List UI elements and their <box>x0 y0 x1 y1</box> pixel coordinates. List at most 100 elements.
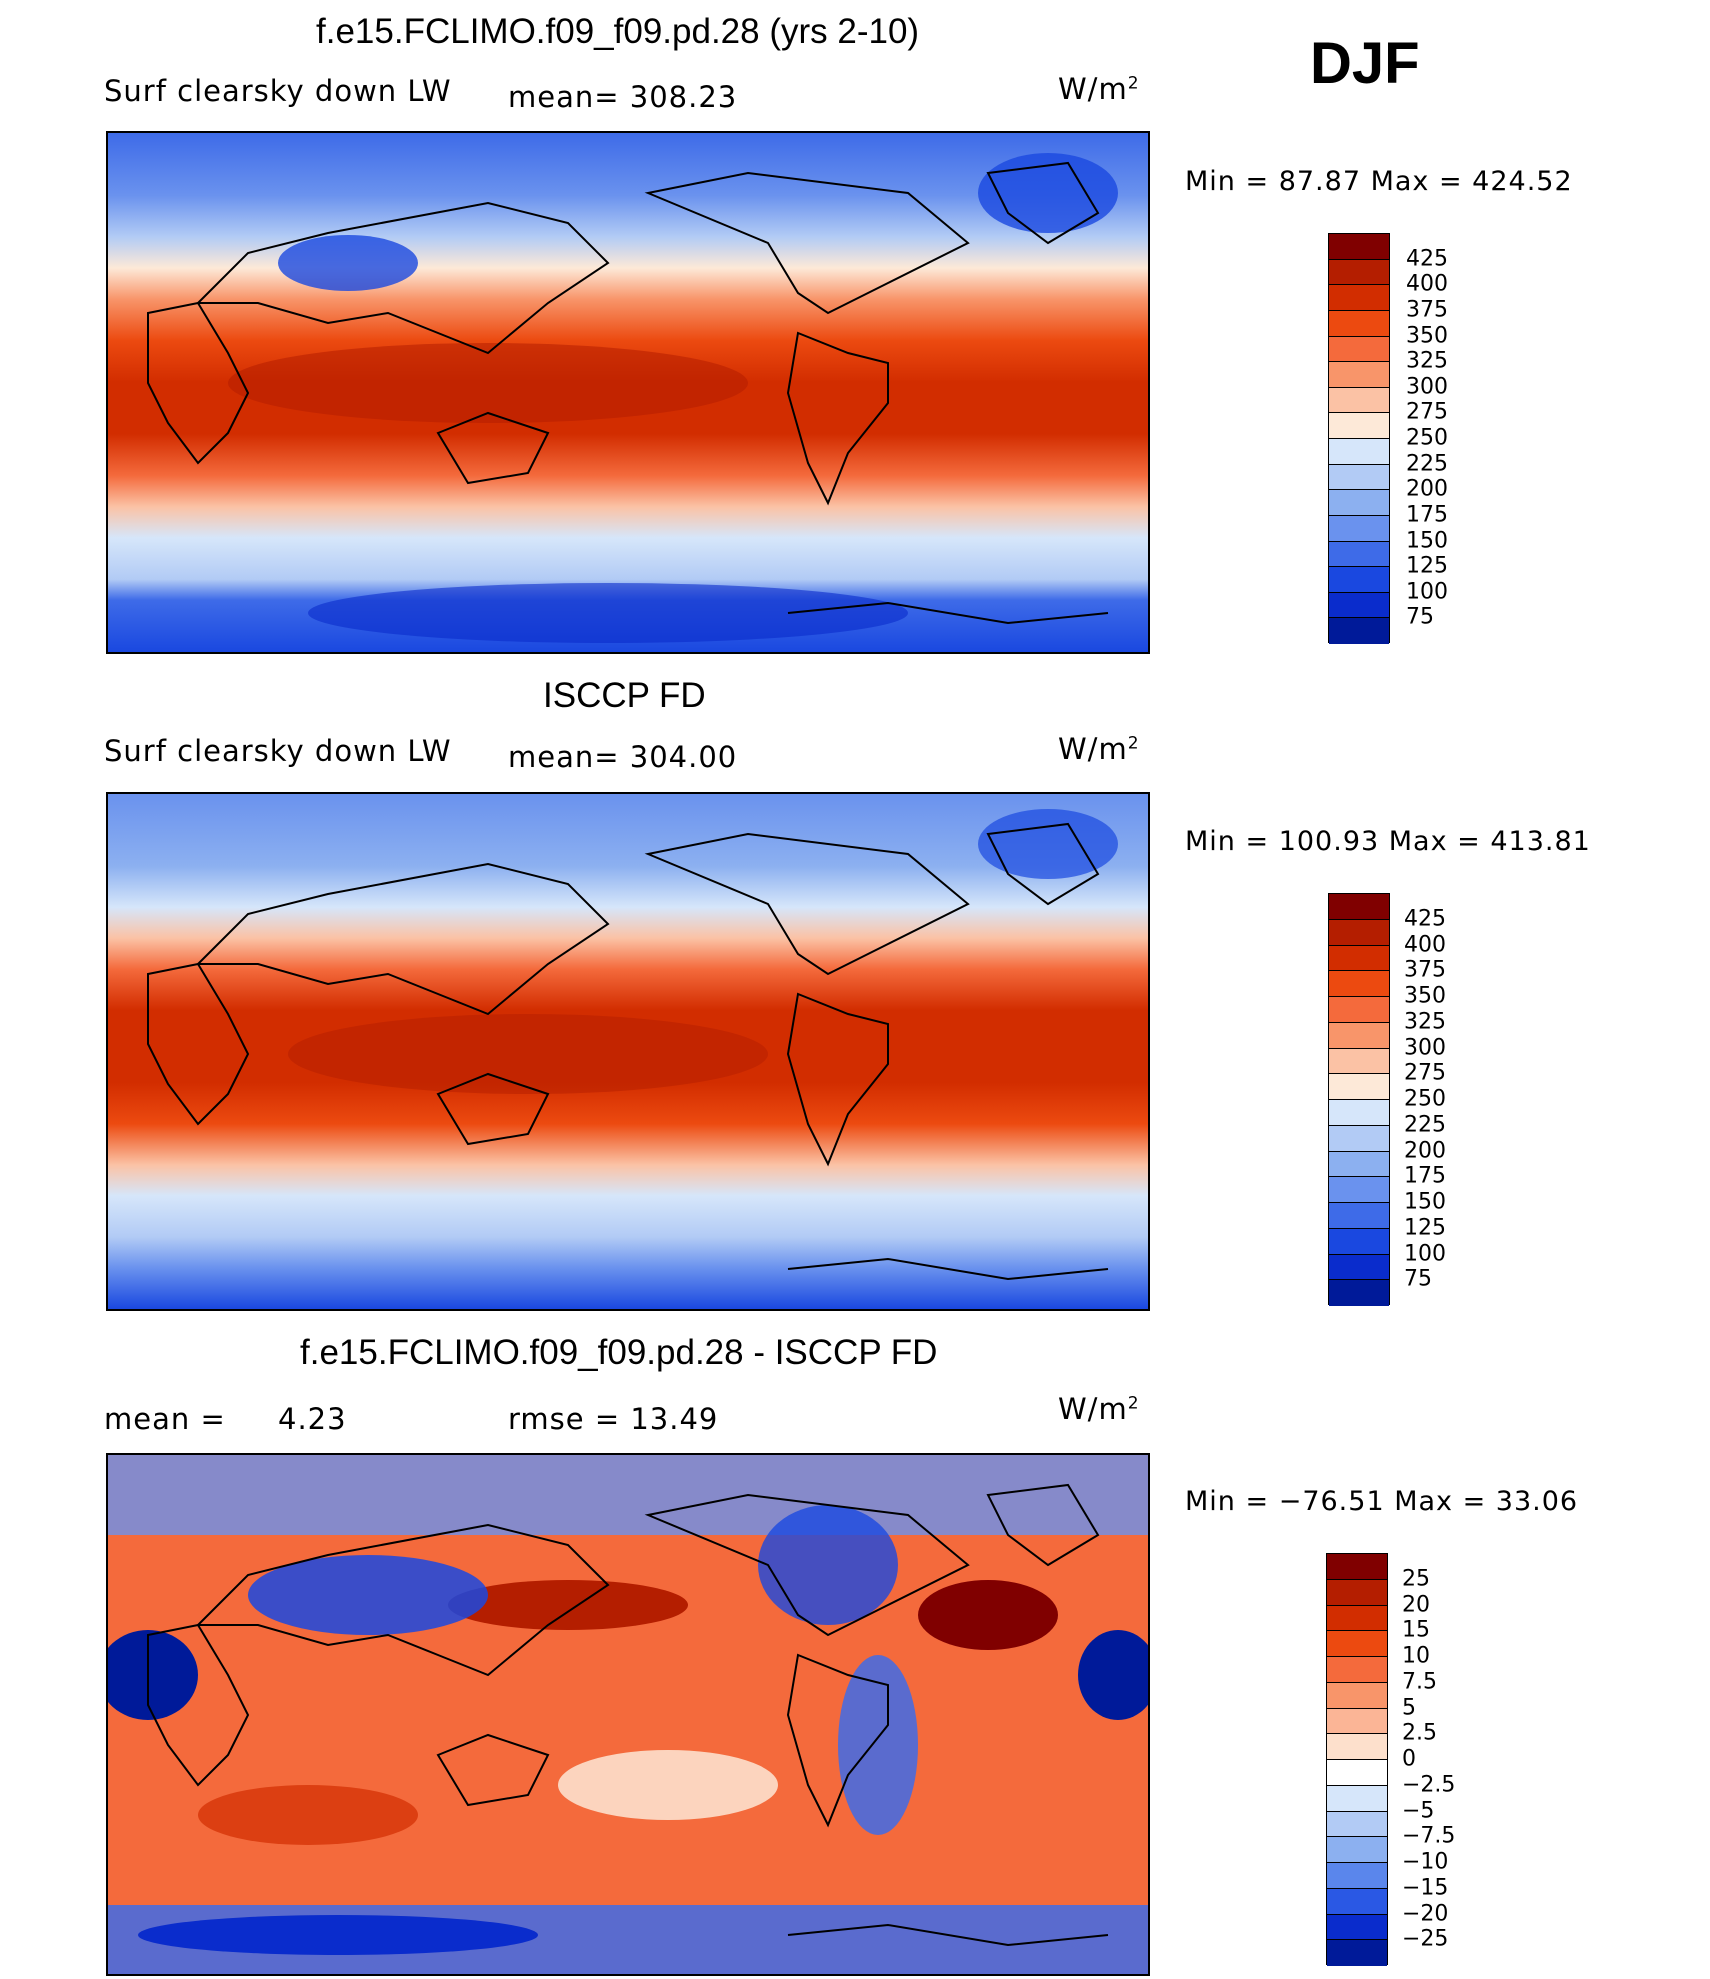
colorbar-swatch <box>1327 1682 1387 1709</box>
colorbar-swatch <box>1327 1760 1387 1786</box>
colorbar-tick-label: 150 <box>1406 528 1448 553</box>
colorbar-swatch <box>1329 567 1389 593</box>
colorbar-tick-label: 350 <box>1404 983 1446 1009</box>
colorbar-swatch <box>1329 1254 1389 1281</box>
colorbar-swatch <box>1329 490 1389 516</box>
colorbar-swatch <box>1329 234 1389 260</box>
colorbar-swatch <box>1327 1863 1387 1889</box>
colorbar-tick-label: 400 <box>1404 932 1446 957</box>
colorbar-tick-label: 100 <box>1406 579 1448 605</box>
panel-3-rmse: rmse = 13.49 <box>508 1402 719 1436</box>
panel-2-minmax: Min = 100.93 Max = 413.81 <box>1185 826 1591 857</box>
colorbar-tick-label: 15 <box>1402 1617 1430 1643</box>
colorbar-tick-label: 75 <box>1404 1266 1432 1292</box>
colorbar-swatch <box>1329 310 1389 337</box>
panel-2-title: ISCCP FD <box>543 676 706 715</box>
colorbar-tick-label: 200 <box>1404 1138 1446 1163</box>
colorbar-swatch <box>1327 1579 1387 1606</box>
colorbar-tick-label: 75 <box>1406 604 1434 630</box>
colorbar-swatch <box>1327 1837 1387 1863</box>
season-label: DJF <box>1310 31 1420 96</box>
colorbar-tick-label: 350 <box>1406 323 1448 348</box>
colorbar-swatch <box>1329 618 1389 644</box>
colorbar-tick-label: 225 <box>1404 1112 1446 1138</box>
colorbar-tick-label: −10 <box>1402 1849 1449 1875</box>
colorbar-tick-label: 250 <box>1404 1086 1446 1112</box>
colorbar-tick-label: 0 <box>1402 1746 1416 1772</box>
panel-2-units: W/m2 <box>1058 732 1140 766</box>
colorbar-swatch <box>1327 1940 1387 1966</box>
colorbar-tick-label: 150 <box>1404 1189 1446 1215</box>
colorbar-swatch <box>1329 1022 1389 1049</box>
colorbar-tick-label: 250 <box>1406 425 1448 451</box>
panel-1-map <box>106 131 1150 654</box>
colorbar-swatch <box>1329 592 1389 619</box>
colorbar-tick-label: 100 <box>1404 1241 1446 1266</box>
panel-3-colorbar <box>1326 1553 1388 1966</box>
panel-1-colorbar <box>1328 233 1390 644</box>
panel-1-units: W/m2 <box>1058 72 1140 106</box>
panel-2-variable: Surf clearsky down LW <box>104 734 452 768</box>
colorbar-swatch <box>1327 1605 1387 1632</box>
colorbar-tick-label: 325 <box>1406 348 1448 374</box>
colorbar-swatch <box>1329 387 1389 414</box>
colorbar-swatch <box>1329 541 1389 568</box>
colorbar-swatch <box>1327 1554 1387 1580</box>
colorbar-tick-label: 400 <box>1406 271 1448 297</box>
colorbar-tick-label: 175 <box>1406 502 1448 528</box>
panel-1-title: f.e15.FCLIMO.f09_f09.pd.28 (yrs 2-10) <box>316 12 920 51</box>
colorbar-swatch <box>1329 894 1389 920</box>
colorbar-tick-label: −25 <box>1402 1926 1449 1952</box>
colorbar-tick-label: −15 <box>1402 1875 1449 1901</box>
obs-map-field <box>108 794 1148 1309</box>
colorbar-swatch <box>1329 1151 1389 1178</box>
colorbar-swatch <box>1327 1785 1387 1812</box>
colorbar-tick-label: −7.5 <box>1402 1823 1456 1849</box>
colorbar-tick-label: 300 <box>1406 374 1448 400</box>
colorbar-tick-label: 425 <box>1404 906 1446 932</box>
colorbar-tick-label: 225 <box>1406 451 1448 477</box>
colorbar-swatch <box>1329 997 1389 1023</box>
colorbar-swatch <box>1329 439 1389 465</box>
colorbar-tick-label: 125 <box>1404 1215 1446 1241</box>
colorbar-tick-label: 300 <box>1404 1035 1446 1060</box>
colorbar-swatch <box>1329 285 1389 311</box>
colorbar-swatch <box>1329 1100 1389 1126</box>
panel-3-map <box>106 1453 1150 1976</box>
model-map-field <box>108 133 1148 652</box>
panel-1-variable: Surf clearsky down LW <box>104 74 452 108</box>
colorbar-swatch <box>1327 1734 1387 1760</box>
colorbar-tick-label: 375 <box>1404 957 1446 983</box>
colorbar-tick-label: 10 <box>1402 1643 1430 1669</box>
colorbar-swatch <box>1329 413 1389 439</box>
colorbar-swatch <box>1329 919 1389 946</box>
colorbar-tick-label: 325 <box>1404 1009 1446 1035</box>
colorbar-tick-label: 5 <box>1402 1695 1416 1720</box>
colorbar-swatch <box>1327 1657 1387 1683</box>
colorbar-swatch <box>1329 945 1389 972</box>
panel-1-mean: mean= 308.23 <box>508 80 738 114</box>
colorbar-swatch <box>1329 464 1389 491</box>
colorbar-swatch <box>1329 1280 1389 1306</box>
colorbar-tick-label: 200 <box>1406 476 1448 502</box>
colorbar-tick-label: −5 <box>1402 1798 1435 1823</box>
panel-1-minmax: Min = 87.87 Max = 424.52 <box>1185 166 1573 197</box>
panel-3-title: f.e15.FCLIMO.f09_f09.pd.28 - ISCCP FD <box>300 1333 938 1372</box>
colorbar-tick-label: 275 <box>1406 399 1448 425</box>
panel-2-colorbar <box>1328 893 1390 1306</box>
colorbar-tick-label: 275 <box>1404 1060 1446 1086</box>
colorbar-tick-label: −2.5 <box>1402 1772 1456 1798</box>
colorbar-swatch <box>1329 1074 1389 1100</box>
colorbar-tick-label: 25 <box>1402 1566 1430 1592</box>
panel-2-mean: mean= 304.00 <box>508 740 738 774</box>
colorbar-swatch <box>1327 1888 1387 1915</box>
colorbar-swatch <box>1329 362 1389 388</box>
colorbar-tick-label: 375 <box>1406 297 1448 323</box>
colorbar-tick-label: 7.5 <box>1402 1669 1437 1695</box>
colorbar-swatch <box>1329 259 1389 286</box>
difference-map-field <box>108 1455 1148 1974</box>
panel-3-mean-label: mean = <box>104 1402 226 1436</box>
colorbar-swatch <box>1329 1177 1389 1203</box>
colorbar-swatch <box>1329 1048 1389 1075</box>
colorbar-swatch <box>1329 1203 1389 1229</box>
